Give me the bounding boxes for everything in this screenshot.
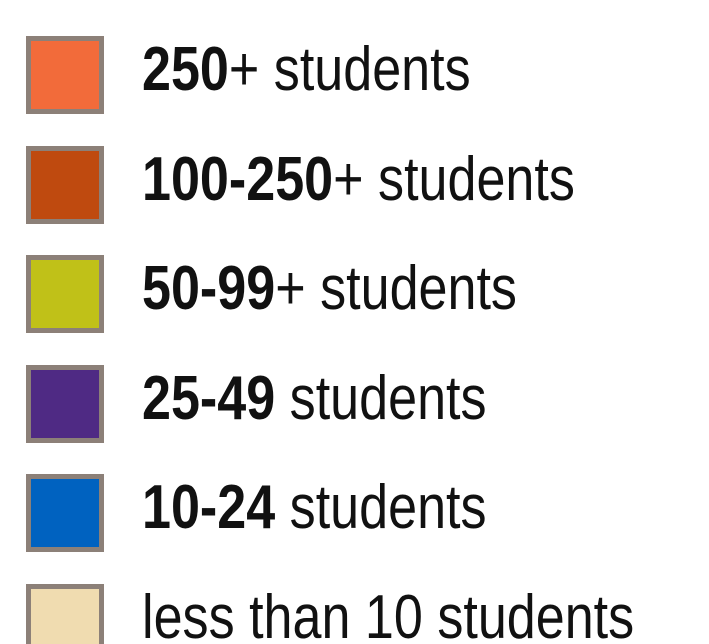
label-text: students	[275, 363, 487, 433]
legend-label: 100-250+ students	[142, 140, 575, 220]
legend-item: 250+ students	[0, 30, 709, 120]
label-text: + students	[275, 254, 517, 323]
label-text: + students	[228, 35, 471, 104]
label-bold: 50-99	[142, 254, 276, 323]
legend-label: 250+ students	[142, 30, 471, 110]
legend-item: 10-24 students	[0, 468, 709, 558]
swatch	[26, 474, 104, 552]
legend-item: 50-99+ students	[0, 249, 709, 339]
swatch	[26, 145, 104, 224]
label-text: less than 10 students	[142, 582, 635, 644]
label-text: + students	[333, 144, 575, 214]
label-bold: 250	[142, 35, 229, 104]
swatch	[26, 364, 104, 443]
swatch	[26, 255, 104, 333]
legend-label: 25-49 students	[142, 359, 487, 439]
swatch	[26, 583, 104, 644]
label-text: students	[275, 473, 487, 542]
legend-item: less than 10 students	[0, 578, 709, 644]
label-bold: 25-49	[142, 363, 276, 433]
legend-item: 100-250+ students	[0, 140, 709, 230]
legend-item: 25-49 students	[0, 359, 709, 449]
legend-label: 10-24 students	[142, 468, 487, 548]
label-bold: 100-250	[142, 144, 334, 214]
swatch	[26, 36, 104, 114]
legend-label: less than 10 students	[142, 578, 634, 644]
label-bold: 10-24	[142, 473, 276, 542]
legend-label: 50-99+ students	[142, 249, 517, 329]
